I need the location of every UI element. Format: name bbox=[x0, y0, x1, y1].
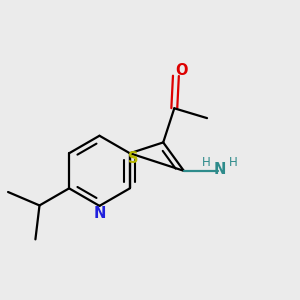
Text: S: S bbox=[128, 151, 139, 166]
Text: N: N bbox=[213, 162, 226, 177]
Text: N: N bbox=[93, 206, 106, 221]
Text: H: H bbox=[229, 156, 237, 169]
Text: O: O bbox=[175, 63, 188, 78]
Text: H: H bbox=[202, 156, 211, 169]
